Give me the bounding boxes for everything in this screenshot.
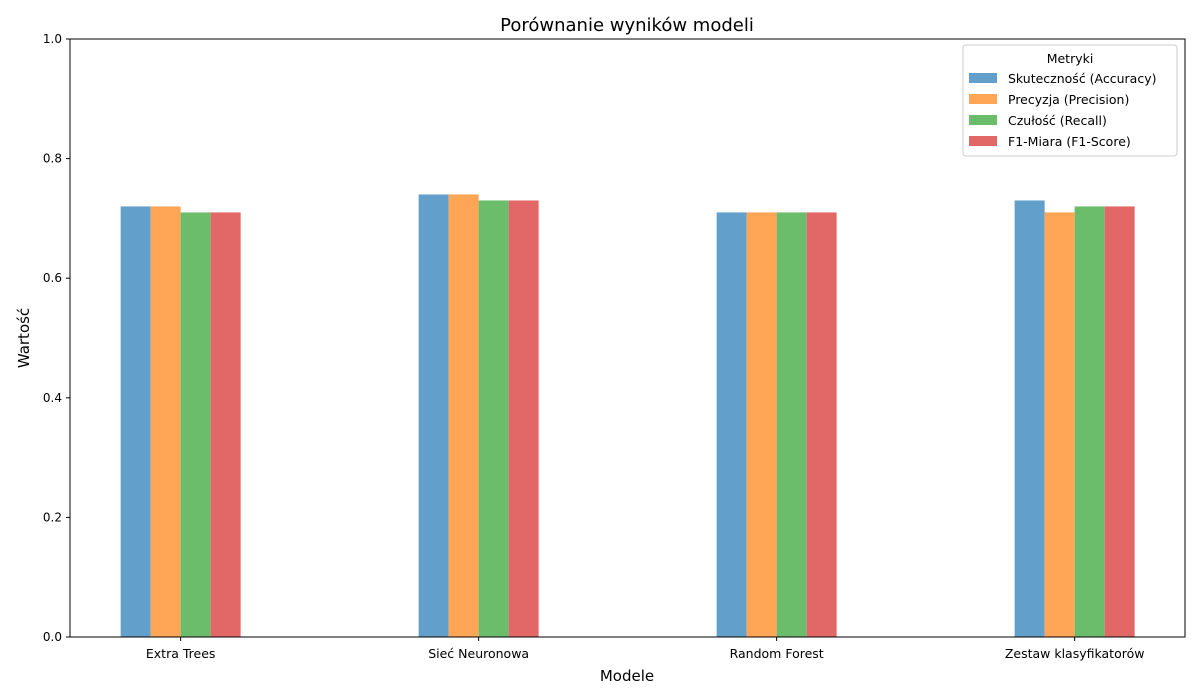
y-tick-label: 0.0 bbox=[43, 630, 62, 644]
x-axis-label: Modele bbox=[600, 667, 654, 685]
legend-swatch bbox=[969, 94, 997, 104]
y-tick-label: 0.4 bbox=[43, 391, 62, 405]
legend-swatch bbox=[969, 115, 997, 125]
bar bbox=[776, 212, 807, 638]
y-axis: 0.0 0.2 0.4 0.6 0.8 1.0 bbox=[43, 32, 70, 644]
chart-title: Porównanie wyników modeli bbox=[500, 15, 754, 36]
x-axis: Extra Trees Sieć Neuronowa Random Forest Ze… bbox=[146, 637, 1145, 661]
bar bbox=[150, 206, 181, 637]
y-tick-label: 0.2 bbox=[43, 510, 62, 524]
bar bbox=[746, 212, 777, 638]
bar bbox=[180, 212, 211, 638]
x-tick-label: Extra Trees bbox=[146, 646, 216, 661]
bar bbox=[1104, 206, 1135, 637]
x-tick-label: Sieć Neuronowa bbox=[428, 646, 529, 661]
bar bbox=[508, 200, 539, 637]
bar bbox=[210, 212, 241, 638]
legend-label: Precyzja (Precision) bbox=[1008, 92, 1129, 107]
bar bbox=[1074, 206, 1105, 637]
bar bbox=[120, 206, 151, 637]
bars-group bbox=[120, 194, 1135, 638]
bar bbox=[478, 200, 509, 637]
bar bbox=[806, 212, 837, 638]
bar bbox=[1014, 200, 1045, 637]
x-tick-label: Zestaw klasyfikatorów bbox=[1005, 646, 1145, 661]
legend-label: F1-Miara (F1-Score) bbox=[1008, 134, 1131, 149]
y-axis-label: Wartość bbox=[15, 308, 33, 368]
legend-label: Czułość (Recall) bbox=[1008, 113, 1107, 128]
legend-swatch bbox=[969, 136, 997, 146]
legend-frame bbox=[962, 44, 1178, 157]
legend-title: Metryki bbox=[1047, 51, 1094, 66]
plot-frame bbox=[69, 38, 1186, 638]
y-tick-label: 0.8 bbox=[43, 152, 62, 166]
legend-swatch bbox=[969, 73, 997, 83]
legend-label: Skuteczność (Accuracy) bbox=[1008, 71, 1157, 86]
x-tick-label: Random Forest bbox=[730, 646, 824, 661]
legend: Metryki Skuteczność (Accuracy) Precyzja (P… bbox=[962, 44, 1178, 157]
y-tick-label: 1.0 bbox=[43, 32, 62, 46]
bar bbox=[418, 194, 449, 638]
y-tick-label: 0.6 bbox=[43, 271, 62, 285]
bar bbox=[448, 194, 479, 638]
bar bbox=[716, 212, 747, 638]
bar bbox=[1044, 212, 1075, 638]
